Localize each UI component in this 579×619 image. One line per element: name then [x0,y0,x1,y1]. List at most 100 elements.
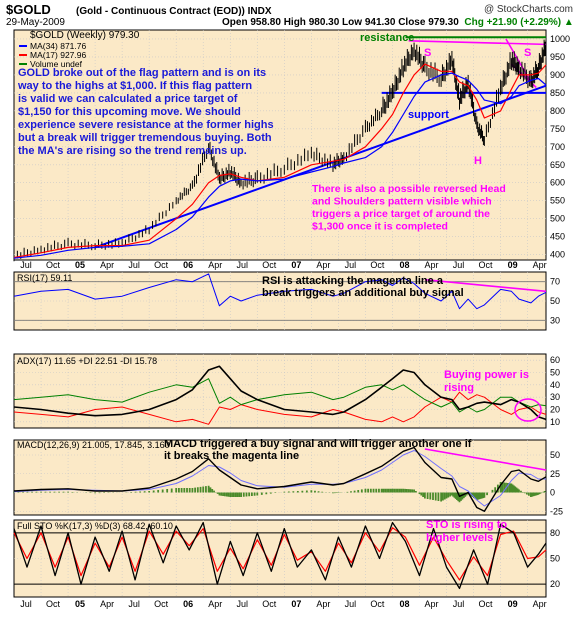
x-tick-label: 05 [75,260,85,270]
x-tick-label: Apr [316,260,330,270]
x-tick-label: Apr [533,260,547,270]
note-adx: Buying power is rising [444,369,529,394]
x-tick-label: Jul [237,260,249,270]
y-tick-label: 50 [550,554,560,564]
note-macd-line: MACD triggered a buy signal and will tri… [164,438,472,450]
x-tick-label: Oct [370,599,385,609]
adx-line [13,365,547,421]
x-tick-label: 09 [508,599,518,609]
x-tick-label: Jul [128,260,140,270]
x-tick-label: Oct [154,599,169,609]
y-tick-label: 400 [550,250,565,260]
x-tick-label: Apr [100,260,114,270]
x-tick-label: Jul [20,599,32,609]
chart-symbol: $GOLD (Gold - Continuous Contract (EOD)) … [6,2,272,17]
rsi-magenta-line [424,278,547,293]
price-panel-title: $GOLD (Weekly) 979.30 [30,30,140,41]
x-tick-label: 06 [183,260,193,270]
note-head-shoulders-line: and Shoulders pattern visible which [312,196,492,208]
y-tick-label: 800 [550,106,565,116]
x-tick-label: Oct [46,599,61,609]
annotation-shoulder: S [424,47,431,59]
macd-magenta-line [424,448,547,471]
x-tick-label: Jul [453,260,465,270]
x-tick-label: Jul [453,599,465,609]
note-head-shoulders-line: There is also a possible reversed Head [312,183,506,195]
x-tick-label: 07 [291,599,301,609]
x-tick-label: 08 [399,260,409,270]
sto-k-line [13,521,547,590]
y-tick-label: 60 [550,355,560,365]
y-tick-label: 20 [550,405,560,415]
y-tick-label: 80 [550,528,560,538]
y-tick-label: 950 [550,52,565,62]
legend-entry: MA(17) 927.96 [30,50,86,60]
y-tick-label: 450 [550,232,565,242]
plus-di-line [13,378,547,413]
panel-frame-3 [13,439,547,516]
x-tick-label: Jul [128,599,140,609]
x-tick-label: 05 [75,599,85,609]
brand-label: @ StockCharts.com [483,4,573,15]
chart-date: 29-May-2009 [6,17,65,28]
x-tick-label: Oct [479,599,494,609]
note-main-line: is valid we can calculated a price targe… [18,93,238,105]
note-main-line: but a break will trigger tremendous buyi… [18,132,272,144]
flag-top [505,38,534,87]
change-value: Chg +21.90 (+2.29%) ▲ [464,17,574,28]
x-tick-label: Jul [345,599,357,609]
legend-entry: Volume undef [30,59,83,69]
x-tick-label: Apr [316,599,330,609]
y-tick-label: 550 [550,196,565,206]
y-tick-label: 30 [550,315,560,325]
note-main-line: experience severe resistance at the form… [18,119,274,131]
x-tick-label: Apr [424,599,438,609]
note-sto-line: STO is rising to [426,519,507,531]
note-rsi: RSI is attacking the magenta line a break… [262,275,464,299]
ma17-line [13,63,547,259]
y-tick-label: 850 [550,88,565,98]
note-main-line: $1,150 for this upcoming move. We should [18,106,241,118]
note-head-shoulders-line: triggers a price target of around the [312,208,490,220]
macd-title: MACD(12,26,9) 21.005, 17.845, 3.160 [17,440,170,450]
ohlc-values: Open 958.80 High 980.30 Low 941.30 Close… [222,17,459,28]
annotation-head: H [474,155,482,167]
x-tick-label: 07 [291,260,301,270]
annotation-resistance: resistance [360,32,414,44]
y-tick-label: 10 [550,417,560,427]
chart-instrument-name: (Gold - Continuous Contract (EOD)) INDX [76,6,272,17]
rsi-line [13,273,547,310]
y-tick-label: 900 [550,70,565,80]
x-tick-label: Apr [533,599,547,609]
ohlc-readout: Open 958.80 High 980.30 Low 941.30 Close… [222,17,574,28]
uptrend-line [94,84,547,249]
macd-line [13,446,547,512]
note-adx-line: rising [444,382,474,394]
x-tick-label: Oct [479,260,494,270]
note-sto: STO is rising to higher levels [426,519,507,544]
legend-entry: MA(34) 871.76 [30,41,86,51]
minus-di-line [13,391,547,425]
y-tick-label: 20 [550,579,560,589]
x-tick-label: Apr [424,260,438,270]
y-tick-label: 50 [550,450,560,460]
y-tick-label: 50 [550,368,560,378]
y-tick-label: 750 [550,124,565,134]
note-main-line: way to the highs at $1,000. If this flag… [17,80,252,92]
note-main: GOLD broke out of the flag pattern and i… [17,67,274,157]
x-tick-label: Jul [345,260,357,270]
sto-title: Full STO %K(17,3) %D(3) 68.42, 60.10 [17,521,173,531]
y-tick-label: 600 [550,178,565,188]
note-adx-line: Buying power is [444,369,529,381]
y-tick-label: 25 [550,469,560,479]
y-tick-label: 700 [550,142,565,152]
note-rsi-line: RSI is attacking the magenta line a [262,275,444,287]
y-tick-label: 50 [550,296,560,306]
y-tick-label: 1000 [550,34,570,44]
x-tick-label: Apr [208,599,222,609]
note-main-line: GOLD broke out of the flag pattern and i… [18,67,266,79]
x-tick-label: 06 [183,599,193,609]
x-tick-label: 08 [399,599,409,609]
note-sto-line: higher levels [426,532,493,544]
